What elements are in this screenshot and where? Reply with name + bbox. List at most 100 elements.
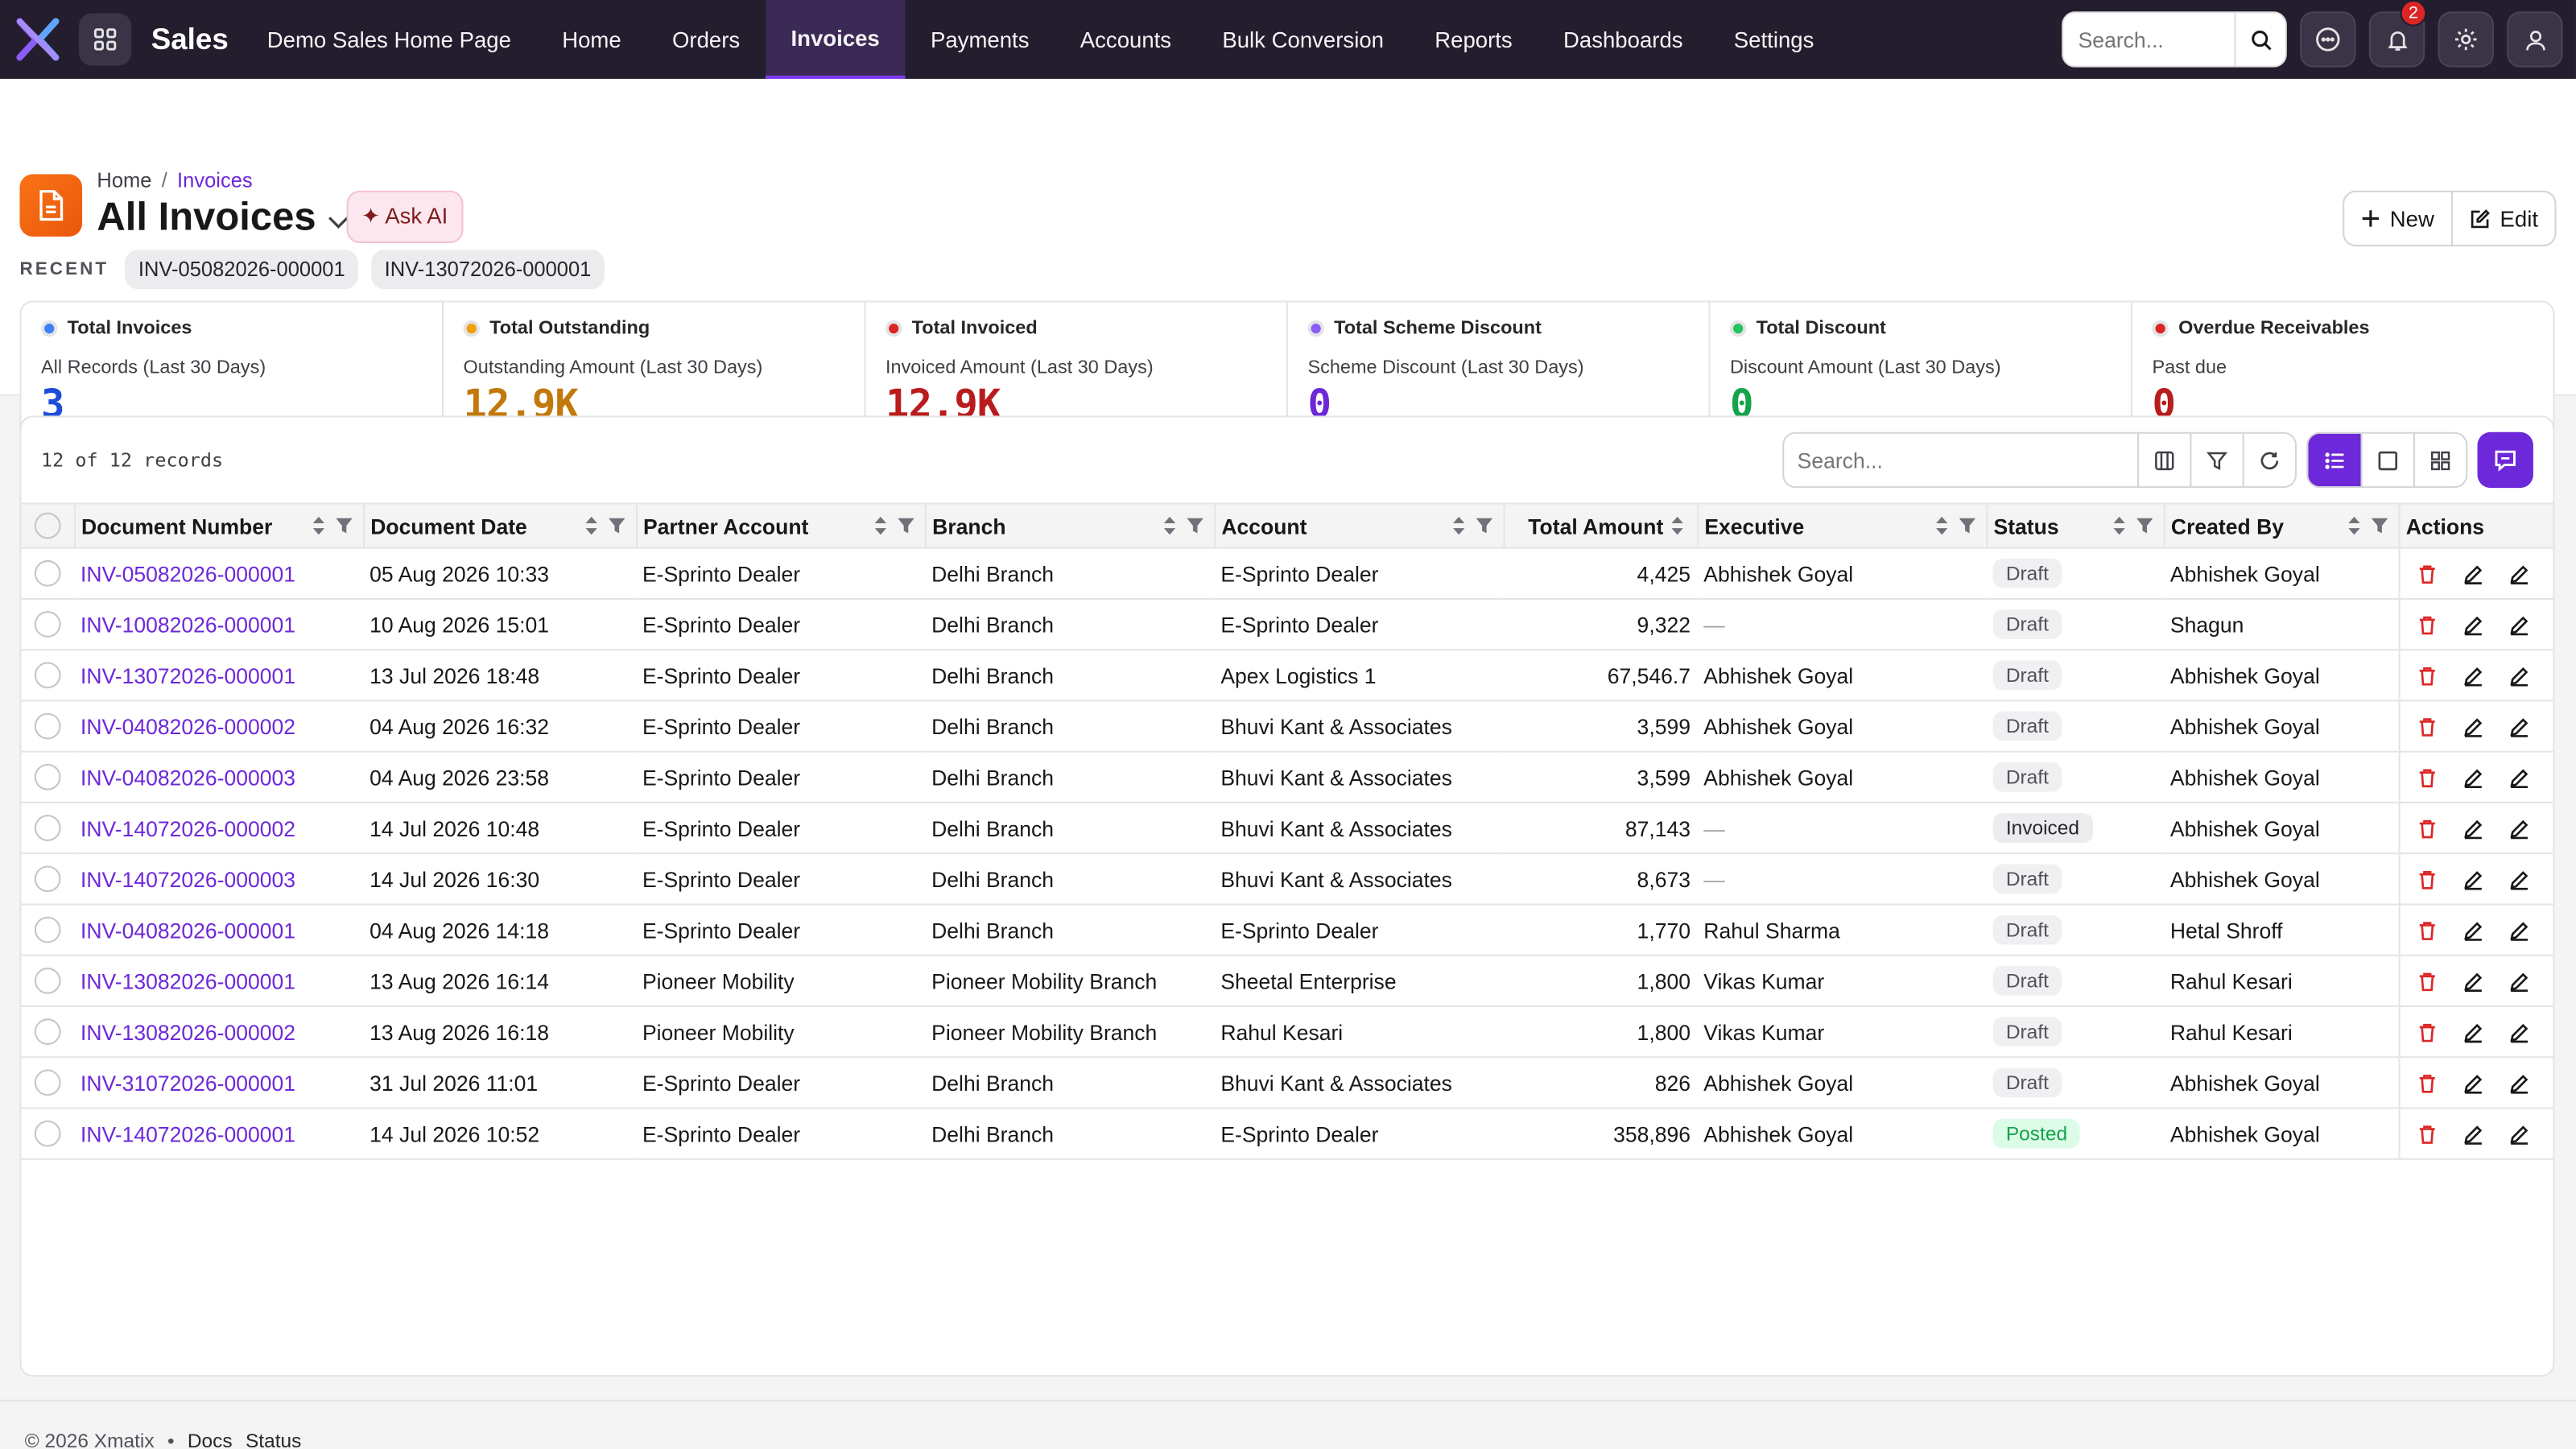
edit-pencil-icon[interactable] [2462, 563, 2483, 584]
delete-icon[interactable] [2416, 716, 2438, 737]
row-checkbox[interactable] [34, 611, 61, 638]
nav-item-home[interactable]: Home [562, 27, 621, 52]
table-row[interactable]: INV-14072026-000003 14 Jul 2026 16:30 E-Sp… [21, 853, 2553, 906]
edit-pencil-icon[interactable] [2462, 817, 2483, 839]
delete-icon[interactable] [2416, 613, 2438, 635]
quick-edit-icon[interactable] [2508, 1021, 2529, 1042]
row-checkbox[interactable] [34, 1069, 61, 1096]
row-checkbox[interactable] [34, 662, 61, 689]
table-row[interactable]: INV-04082026-000003 04 Aug 2026 23:58 E-Sp… [21, 751, 2553, 803]
row-checkbox[interactable] [34, 1018, 61, 1045]
quick-edit-icon[interactable] [2508, 563, 2529, 584]
nav-item-demo-sales-home-page[interactable]: Demo Sales Home Page [266, 27, 511, 52]
quick-edit-icon[interactable] [2508, 1072, 2529, 1094]
new-button[interactable]: New [2344, 192, 2451, 245]
table-row[interactable]: INV-04082026-000001 04 Aug 2026 14:18 E-Sp… [21, 904, 2553, 956]
column-header-total-amount[interactable]: Total Amount [1502, 502, 1698, 549]
table-row[interactable]: INV-10082026-000001 10 Aug 2026 15:01 E-Sp… [21, 598, 2553, 651]
sort-icon[interactable] [312, 516, 324, 535]
filter-button[interactable] [2190, 433, 2242, 487]
quick-edit-icon[interactable] [2508, 817, 2529, 839]
sort-icon[interactable] [2112, 516, 2124, 535]
ask-ai-button[interactable]: ✦ Ask AI [346, 190, 463, 244]
sort-icon[interactable] [1162, 516, 1175, 535]
select-all-checkbox[interactable] [34, 512, 61, 539]
column-header-executive[interactable]: Executive [1696, 502, 1987, 549]
row-checkbox[interactable] [34, 968, 61, 994]
chat-button[interactable] [2300, 11, 2356, 68]
page-title[interactable]: All Invoices [97, 196, 350, 242]
document-number-link[interactable]: INV-31072026-000001 [80, 1070, 296, 1096]
global-search-button[interactable] [2234, 13, 2285, 66]
quick-edit-icon[interactable] [2508, 613, 2529, 635]
filter-icon[interactable] [1185, 518, 1203, 534]
table-row[interactable]: INV-13082026-000001 13 Aug 2026 16:14 Pion… [21, 955, 2553, 1008]
row-checkbox[interactable] [34, 916, 61, 943]
refresh-button[interactable] [2242, 433, 2295, 487]
edit-pencil-icon[interactable] [2462, 766, 2483, 788]
table-row[interactable]: INV-14072026-000002 14 Jul 2026 10:48 E-Sp… [21, 802, 2553, 855]
sort-icon[interactable] [1934, 516, 1947, 535]
nav-item-settings[interactable]: Settings [1733, 27, 1814, 52]
ai-chat-button[interactable] [2477, 431, 2533, 489]
edit-pencil-icon[interactable] [2462, 919, 2483, 941]
column-header-status[interactable]: Status [1985, 502, 2164, 549]
delete-icon[interactable] [2416, 817, 2438, 839]
nav-item-orders[interactable]: Orders [671, 27, 741, 52]
nav-item-bulk-conversion[interactable]: Bulk Conversion [1222, 27, 1384, 52]
delete-icon[interactable] [2416, 1021, 2438, 1042]
document-number-link[interactable]: INV-14072026-000003 [80, 866, 296, 892]
edit-pencil-icon[interactable] [2462, 1021, 2483, 1042]
column-header-partner-account[interactable]: Partner Account [634, 502, 925, 549]
row-checkbox[interactable] [34, 815, 61, 841]
delete-icon[interactable] [2416, 665, 2438, 687]
quick-edit-icon[interactable] [2508, 665, 2529, 687]
quick-edit-icon[interactable] [2508, 869, 2529, 890]
sort-icon[interactable] [2347, 516, 2359, 535]
document-number-link[interactable]: INV-04082026-000002 [80, 713, 296, 739]
edit-pencil-icon[interactable] [2462, 665, 2483, 687]
filter-icon[interactable] [896, 518, 914, 534]
edit-pencil-icon[interactable] [2462, 869, 2483, 890]
row-checkbox[interactable] [34, 763, 61, 791]
xmatix-logo-icon[interactable] [16, 18, 60, 61]
filter-icon[interactable] [2370, 518, 2388, 534]
delete-icon[interactable] [2416, 563, 2438, 584]
breadcrumb-invoices[interactable]: Invoices [177, 169, 253, 192]
document-number-link[interactable]: INV-04082026-000001 [80, 917, 296, 943]
column-header-document-number[interactable]: Document Number [72, 502, 364, 549]
edit-pencil-icon[interactable] [2462, 1123, 2483, 1145]
global-search-input[interactable] [2063, 13, 2235, 66]
delete-icon[interactable] [2416, 766, 2438, 788]
quick-edit-icon[interactable] [2508, 716, 2529, 737]
column-header-actions[interactable]: Actions [2397, 502, 2553, 549]
user-profile-button[interactable] [2507, 11, 2563, 68]
sort-icon[interactable] [873, 516, 886, 535]
filter-icon[interactable] [607, 518, 625, 534]
column-header-document-date[interactable]: Document Date [361, 502, 636, 549]
row-checkbox[interactable] [34, 865, 61, 893]
sort-icon[interactable] [584, 516, 597, 535]
delete-icon[interactable] [2416, 1072, 2438, 1094]
quick-edit-icon[interactable] [2508, 766, 2529, 788]
recent-chip[interactable]: INV-13072026-000001 [371, 250, 605, 290]
status-link[interactable]: Status [245, 1428, 302, 1449]
filter-icon[interactable] [334, 518, 352, 534]
settings-button[interactable] [2438, 11, 2494, 68]
nav-item-invoices[interactable]: Invoices [765, 0, 906, 79]
card-view-button[interactable] [2360, 433, 2413, 487]
edit-button[interactable]: Edit [2450, 192, 2554, 246]
docs-link[interactable]: Docs [187, 1428, 233, 1449]
document-number-link[interactable]: INV-14072026-000002 [80, 815, 296, 840]
edit-pencil-icon[interactable] [2462, 970, 2483, 992]
nav-item-dashboards[interactable]: Dashboards [1563, 27, 1683, 52]
quick-edit-icon[interactable] [2508, 1123, 2529, 1145]
document-number-link[interactable]: INV-13082026-000002 [80, 1019, 296, 1044]
row-checkbox[interactable] [34, 559, 61, 587]
filter-icon[interactable] [2135, 518, 2153, 534]
delete-icon[interactable] [2416, 919, 2438, 941]
document-number-link[interactable]: INV-04082026-000003 [80, 764, 296, 790]
table-row[interactable]: INV-13082026-000002 13 Aug 2026 16:18 Pion… [21, 1005, 2553, 1059]
document-number-link[interactable]: INV-05082026-000001 [80, 560, 296, 586]
sort-icon[interactable] [1670, 516, 1682, 535]
